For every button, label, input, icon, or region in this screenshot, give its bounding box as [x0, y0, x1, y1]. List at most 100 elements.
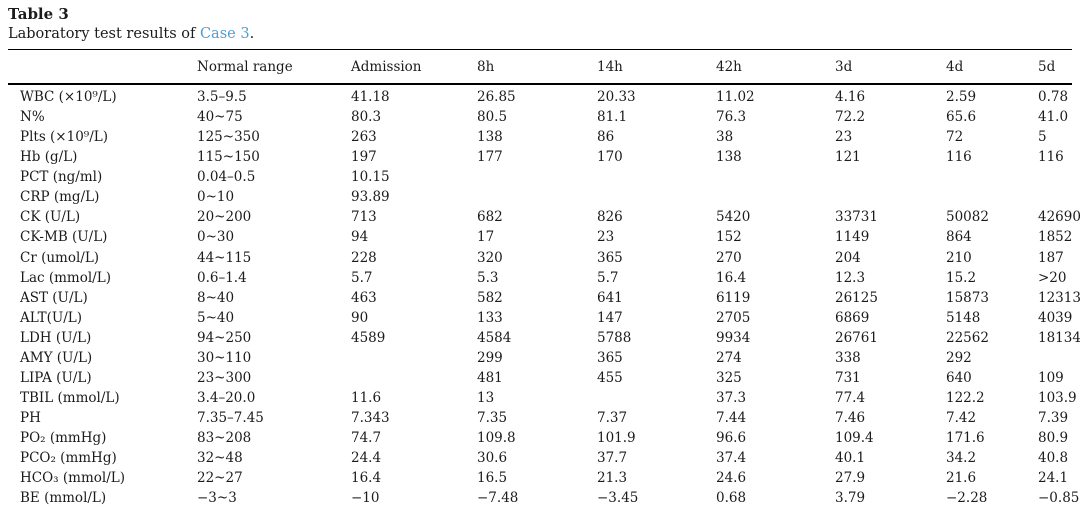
cell: 74.7: [351, 430, 382, 447]
cell: 103.9: [1038, 389, 1077, 406]
cell: 80.3: [351, 109, 382, 126]
cell: 3.5–9.5: [197, 89, 247, 105]
cell: 5~40: [197, 309, 235, 326]
cell: 37.4: [716, 450, 747, 467]
cell: 40.1: [835, 450, 866, 467]
table-title: Table 3: [8, 5, 69, 23]
row-label: AST (U/L): [20, 289, 88, 306]
table-row: N% 40~75 80.3 80.5 81.1 76.3 72.2 65.6 41.0: [8, 107, 1072, 127]
table-row: PH 7.35–7.45 7.343 7.35 7.37 7.44 7.46 7.42 7.39: [8, 408, 1072, 428]
cell: 65.6: [946, 109, 977, 126]
cell: −10: [351, 490, 380, 507]
table-row: Lac (mmol/L) 0.6–1.4 5.7 5.3 5.7 16.4 12.3 15.2…: [8, 268, 1072, 288]
cell: 18134: [1038, 329, 1080, 346]
cell: 0.6–1.4: [197, 269, 247, 286]
cell: −3~3: [197, 490, 237, 507]
cell: 16.4: [351, 470, 382, 487]
cell: 81.1: [597, 109, 628, 126]
cell: 109.4: [835, 430, 874, 447]
row-label: PCO₂ (mmHg): [20, 450, 117, 467]
table-row: ALT(U/L) 5~40 90 133 147 2705 6869 5148 4039: [8, 308, 1072, 328]
cell: 83~208: [197, 430, 252, 447]
cell: 42690: [1038, 209, 1080, 226]
cell: 94: [351, 229, 369, 246]
cell: 77.4: [835, 389, 866, 406]
cell: [946, 188, 1038, 208]
cell: 147: [597, 309, 623, 326]
row-label: TBIL (mmol/L): [20, 389, 120, 406]
cell: 171.6: [946, 430, 985, 447]
cell: 7.37: [597, 410, 628, 426]
row-label: ALT(U/L): [20, 309, 83, 326]
cell: 0.68: [716, 490, 747, 507]
cell: [1038, 348, 1072, 368]
cell: 6869: [835, 309, 870, 326]
cell: >20: [1038, 269, 1067, 286]
column-header-8h: 8h: [477, 49, 597, 85]
cell: 16.5: [477, 470, 508, 487]
cell: 16.4: [716, 269, 747, 286]
case-3-link[interactable]: Case 3: [199, 26, 250, 42]
row-label: CK (U/L): [20, 209, 81, 226]
cell: [1038, 168, 1072, 188]
table-row: WBC (×10⁹/L) 3.5–9.5 41.18 26.85 20.33 11.02 4…: [8, 84, 1072, 107]
cell: 23: [597, 229, 615, 246]
row-label: CK-MB (U/L): [20, 229, 108, 246]
cell: 263: [351, 129, 377, 146]
cell: [946, 168, 1038, 188]
cell: −0.85: [1038, 490, 1080, 507]
table-row: PCO₂ (mmHg) 32~48 24.4 30.6 37.7 37.4 40.1 34.2…: [8, 449, 1072, 469]
cell: 4.16: [835, 89, 866, 105]
cell: 11.6: [351, 389, 382, 406]
table-caption: Laboratory test results of Case 3.: [8, 25, 1072, 43]
cell: 138: [716, 149, 742, 166]
cell: 23~300: [197, 369, 252, 386]
cell: 50082: [946, 209, 989, 226]
cell: [716, 168, 835, 188]
cell: 44~115: [197, 249, 252, 266]
cell: 72.2: [835, 109, 866, 126]
header-row: Normal range Admission 8h 14h 42h 3d 4d 5d: [8, 49, 1072, 85]
column-header-3d: 3d: [835, 49, 946, 85]
column-header-14h: 14h: [597, 49, 716, 85]
cell: 41.18: [351, 89, 390, 105]
cell: [597, 188, 716, 208]
cell: 80.5: [477, 109, 508, 126]
cell: 26761: [835, 329, 878, 346]
cell: 3.4–20.0: [197, 389, 256, 406]
cell: 864: [946, 229, 972, 246]
cell: 30~110: [197, 349, 252, 366]
cell: 94~250: [197, 329, 252, 346]
cell: 96.6: [716, 430, 747, 447]
column-header-admission: Admission: [351, 49, 477, 85]
cell: 0.04–0.5: [197, 169, 256, 186]
cell: 5.3: [477, 269, 499, 286]
cell: 116: [946, 149, 972, 166]
table-body: WBC (×10⁹/L) 3.5–9.5 41.18 26.85 20.33 11.02 4…: [8, 84, 1080, 511]
cell: 40.8: [1038, 450, 1069, 467]
cell: 33731: [835, 209, 878, 226]
cell: 826: [597, 209, 623, 226]
cell: 38: [716, 129, 734, 146]
cell: 325: [716, 369, 742, 386]
cell: 228: [351, 249, 377, 266]
cell: 4584: [477, 329, 512, 346]
cell: 7.42: [946, 410, 977, 426]
cell: [477, 168, 597, 188]
cell: 10.15: [351, 169, 390, 186]
cell: 7.35–7.45: [197, 410, 264, 426]
lab-results-table: Normal range Admission 8h 14h 42h 3d 4d 5d WBC …: [8, 49, 1080, 511]
cell: −7.48: [477, 490, 519, 507]
table-row: CK-MB (U/L) 0~30 94 17 23 152 1149 864 1852: [8, 228, 1072, 248]
cell: 365: [597, 349, 623, 366]
cell: 5420: [716, 209, 751, 226]
cell: 116: [1038, 149, 1064, 166]
cell: 40~75: [197, 109, 243, 126]
row-label: Cr (umol/L): [20, 249, 100, 266]
cell: [835, 188, 946, 208]
cell: 21.3: [597, 470, 628, 487]
table-row: Cr (umol/L) 44~115 228 320 365 270 204 210 187: [8, 248, 1072, 268]
cell: 177: [477, 149, 503, 166]
cell: 93.89: [351, 189, 390, 206]
